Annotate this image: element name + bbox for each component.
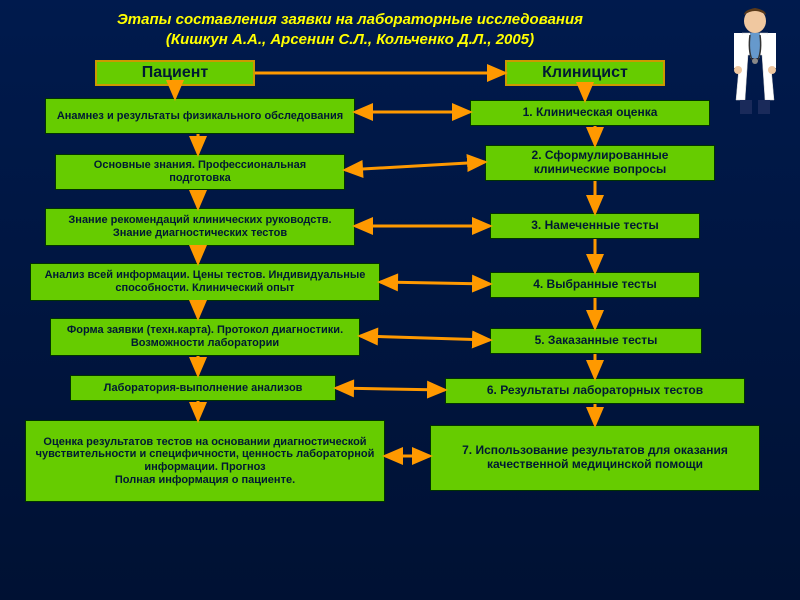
left-box-0: Анамнез и результаты физикального обслед… xyxy=(45,98,355,134)
right-box-5: 6. Результаты лабораторных тестов xyxy=(445,378,745,404)
right-box-6: 7. Использование результатов для оказани… xyxy=(430,425,760,491)
left-box-2: Знание рекомендаций клинических руководс… xyxy=(45,208,355,246)
header-clinician: Клиницист xyxy=(505,60,665,86)
left-box-3: Анализ всей информации. Цены тестов. Инд… xyxy=(30,263,380,301)
right-box-2: 3. Намеченные тесты xyxy=(490,213,700,239)
right-box-3: 4. Выбранные тесты xyxy=(490,272,700,298)
left-box-1: Основные знания. Профессиональная подгот… xyxy=(55,154,345,190)
left-box-4: Форма заявки (техн.карта). Протокол диаг… xyxy=(50,318,360,356)
title-line2: (Кишкун А.А., Арсенин С.Л., Кольченко Д.… xyxy=(166,31,534,48)
header-clinician-label: Клиницист xyxy=(542,64,628,82)
slide-title: Этапы составления заявки на лабораторные… xyxy=(0,10,700,49)
title-line1: Этапы составления заявки на лабораторные… xyxy=(117,11,583,28)
right-box-1: 2. Сформулированные клинические вопросы xyxy=(485,145,715,181)
right-box-0: 1. Клиническая оценка xyxy=(470,100,710,126)
header-patient: Пациент xyxy=(95,60,255,86)
left-box-5: Лаборатория-выполнение анализов xyxy=(70,375,336,401)
header-patient-label: Пациент xyxy=(142,64,208,82)
right-box-4: 5. Заказанные тесты xyxy=(490,328,702,354)
doctor-icon xyxy=(720,5,790,115)
left-box-6: Оценка результатов тестов на основании д… xyxy=(25,420,385,502)
